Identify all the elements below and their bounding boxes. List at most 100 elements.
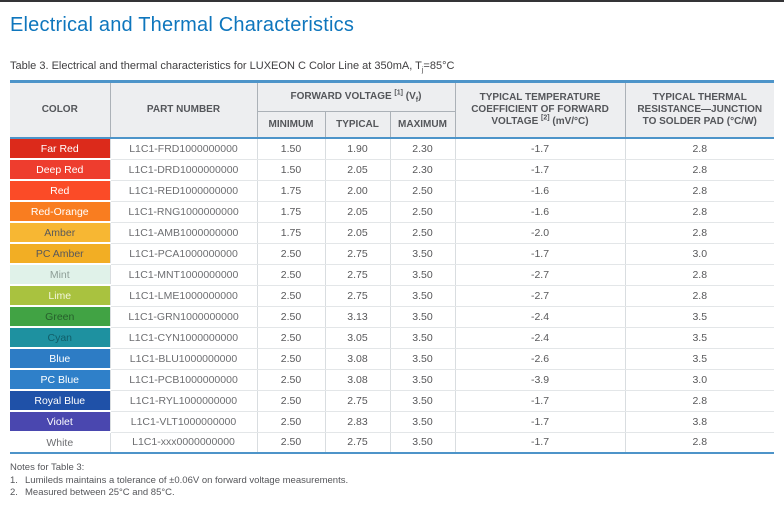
table-row: Royal Blue L1C1-RYL1000000000 2.50 2.75 … (10, 390, 774, 413)
color-swatch-cell: Deep Red (10, 159, 111, 182)
vf-typical-cell: 2.05 (325, 201, 391, 223)
thermal-resistance-cell: 2.8 (692, 436, 708, 449)
table-row: Deep Red L1C1-DRD1000000000 1.50 2.05 2.… (10, 159, 774, 182)
color-swatch-cell: Far Red (10, 138, 111, 161)
temp-coefficient-cell: -3.9 (455, 369, 626, 391)
vf-typical-cell: 2.75 (325, 264, 391, 286)
table-row: Mint L1C1-MNT1000000000 2.50 2.75 3.50 -… (10, 264, 774, 287)
color-swatch-cell: Red-Orange (10, 201, 111, 224)
vf-minimum-cell: 1.75 (257, 222, 326, 244)
thermal-resistance-cell: 2.8 (625, 159, 774, 181)
thermal-resistance-cell: 2.8 (625, 390, 774, 412)
vf-maximum-cell: 2.50 (390, 201, 456, 223)
temp-coefficient-cell: -2.7 (455, 285, 626, 307)
color-swatch-cell: PC Amber (10, 243, 111, 266)
caption-suffix: =85°C (423, 60, 455, 72)
temp-coefficient-cell: -1.6 (455, 201, 626, 223)
thermal-resistance-cell: 3.8 (625, 411, 774, 433)
table-row: Lime L1C1-LME1000000000 2.50 2.75 3.50 -… (10, 285, 774, 308)
vf-typical-cell: 3.08 (325, 348, 391, 370)
thermal-resistance-cell: 3.0 (625, 243, 774, 265)
thermal-resistance-cell: 2.8 (625, 264, 774, 286)
temp-coefficient-cell: -2.4 (455, 306, 626, 328)
notes-title: Notes for Table 3: (10, 462, 85, 474)
vf-minimum-cell: 1.75 (257, 180, 326, 202)
part-number-cell: L1C1-DRD1000000000 (110, 159, 258, 181)
thermal-resistance-cell: 3.5 (625, 306, 774, 328)
col-header-maximum: MAXIMUM (390, 111, 456, 140)
vf-minimum-cell: 1.50 (257, 159, 326, 181)
vf-maximum-cell: 3.50 (390, 369, 456, 391)
forward-voltage-label: FORWARD VOLTAGE (290, 91, 392, 103)
vf-minimum-cell: 2.50 (257, 327, 326, 349)
color-swatch-cell: Lime (10, 285, 111, 308)
color-swatch-cell: Amber (10, 222, 111, 245)
col-header-thermal-resistance: TYPICAL THERMAL RESISTANCE—JUNCTION TO S… (625, 81, 774, 140)
temp-coefficient-cell: -1.7 (455, 432, 626, 454)
vf-minimum-cell: 2.50 (257, 264, 326, 286)
vf-maximum-cell: 3.50 (390, 348, 456, 370)
thermal-resistance-cell: 3.0 (625, 369, 774, 391)
thermal-resistance-cell: 2.8 (625, 285, 774, 307)
notes: Notes for Table 3: 1. Lumileds maintains… (10, 462, 774, 499)
vf-minimum-cell: 2.50 (257, 243, 326, 265)
part-number-cell: L1C1-MNT1000000000 (110, 264, 258, 286)
col-header-temp-coefficient: TYPICAL TEMPERATURE COEFFICIENT OF FORWA… (455, 81, 626, 140)
table-row: Blue L1C1-BLU1000000000 2.50 3.08 3.50 -… (10, 348, 774, 371)
vf-typical-cell: 1.90 (325, 138, 391, 160)
datasheet-page: Electrical and Thermal Characteristics T… (0, 2, 784, 499)
part-number-cell: L1C1-RNG1000000000 (110, 201, 258, 223)
thermal-resistance-cell: 2.8 (625, 222, 774, 244)
caption-text: Table 3. Electrical and thermal characte… (10, 60, 422, 72)
thermal-resistance-cell: 3.5 (625, 327, 774, 349)
note-item: 1. Lumileds maintains a tolerance of ±0.… (10, 475, 774, 487)
note-item: 2. Measured between 25°C and 85°C. (10, 487, 774, 499)
page-title: Electrical and Thermal Characteristics (10, 14, 355, 36)
thermal-resistance-cell: 2.8 (625, 138, 774, 160)
vf-maximum-cell: 2.50 (390, 180, 456, 202)
temp-coeff-unit: (mV/°C) (552, 116, 589, 128)
top-rule (0, 0, 784, 2)
temp-coeff-label: TYPICAL TEMPERATURE COEFFICIENT OF FORWA… (471, 92, 609, 128)
vf-minimum-cell: 1.50 (257, 138, 326, 160)
color-swatch-cell: Cyan (10, 327, 111, 350)
color-swatch-cell: Mint (10, 264, 111, 287)
vf-typical-cell: 2.75 (325, 390, 391, 412)
vf-minimum-cell: 2.50 (257, 369, 326, 391)
vf-maximum-cell: 3.50 (390, 327, 456, 349)
vf-typical-cell: 2.05 (325, 222, 391, 244)
vf-maximum-cell: 2.30 (390, 138, 456, 160)
part-number-cell: L1C1-LME1000000000 (110, 285, 258, 307)
temp-coefficient-cell: -2.0 (455, 222, 626, 244)
table-row: Far Red L1C1-FRD1000000000 1.50 1.90 2.3… (10, 138, 774, 161)
vf-maximum-cell: 2.50 (390, 222, 456, 244)
table-row: Red L1C1-RED1000000000 1.75 2.00 2.50 -1… (10, 180, 774, 203)
part-number-cell: L1C1-xxx0000000000 (110, 432, 258, 454)
temp-coefficient-cell: -1.7 (455, 243, 626, 265)
part-number-cell: L1C1-PCA1000000000 (110, 243, 258, 265)
table-row: Green L1C1-GRN1000000000 2.50 3.13 3.50 … (10, 306, 774, 329)
vf-typical-cell: 3.13 (325, 306, 391, 328)
color-swatch-cell: Blue (10, 348, 111, 371)
vf-minimum-cell: 2.50 (257, 432, 326, 454)
table-header: COLOR PART NUMBER FORWARD VOLTAGE [1] (V… (10, 81, 774, 140)
part-number-cell: L1C1-RED1000000000 (110, 180, 258, 202)
thermal-resistance-cell: 2.8 (625, 201, 774, 223)
vf-typical-cell: 2.83 (325, 411, 391, 433)
color-swatch-cell: White (10, 432, 111, 454)
forward-voltage-symbol: (V (405, 91, 416, 103)
part-number-cell: L1C1-VLT1000000000 (110, 411, 258, 433)
part-number-cell: L1C1-PCB1000000000 (110, 369, 258, 391)
characteristics-table: COLOR PART NUMBER FORWARD VOLTAGE [1] (V… (10, 80, 774, 455)
table-row: Red-Orange L1C1-RNG1000000000 1.75 2.05 … (10, 201, 774, 224)
part-number-cell: L1C1-GRN1000000000 (110, 306, 258, 328)
color-swatch-cell: PC Blue (10, 369, 111, 392)
vf-typical-cell: 2.75 (325, 285, 391, 307)
forward-voltage-note-ref: [1] (394, 89, 403, 97)
vf-minimum-cell: 2.50 (257, 348, 326, 370)
table-row: Cyan L1C1-CYN1000000000 2.50 3.05 3.50 -… (10, 327, 774, 350)
temp-coefficient-cell: -1.6 (455, 180, 626, 202)
note-number: 1. (10, 475, 18, 487)
table-row: PC Blue L1C1-PCB1000000000 2.50 3.08 3.5… (10, 369, 774, 392)
caption-subscript: j (421, 67, 424, 75)
